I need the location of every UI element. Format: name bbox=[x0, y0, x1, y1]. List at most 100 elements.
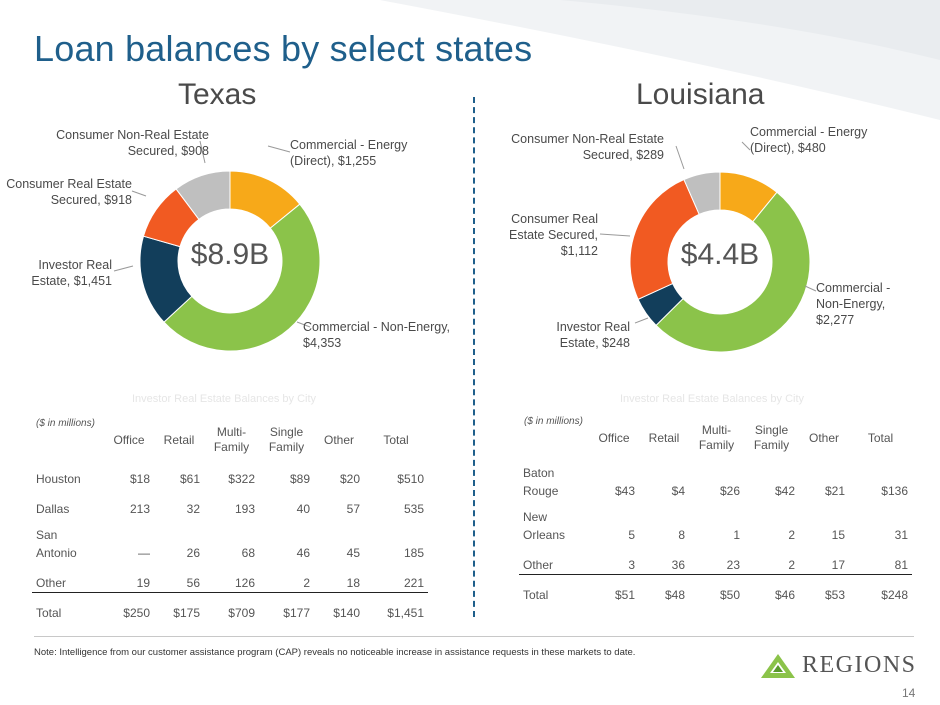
header-city bbox=[519, 420, 589, 456]
column-header: Other bbox=[323, 432, 354, 447]
table-cell: 221 bbox=[364, 562, 428, 593]
table-cell: $21 bbox=[824, 484, 845, 498]
table-cell: 1 bbox=[733, 528, 740, 542]
louisiana-title: Louisiana bbox=[636, 78, 765, 111]
row-label: San Antonio bbox=[36, 528, 77, 560]
donut-slice-cnre bbox=[175, 170, 231, 221]
table-cell: $51 bbox=[614, 588, 635, 602]
row-label: Houston bbox=[36, 472, 81, 486]
texas-title: Texas bbox=[178, 78, 257, 111]
table-cell: 81 bbox=[849, 544, 912, 575]
louisiana-donut-chart bbox=[629, 171, 811, 353]
table-cell: 56 bbox=[154, 562, 204, 593]
table-header-row: Office Retail Multi- Family Single Family Othe… bbox=[32, 422, 428, 458]
table-cell: 31 bbox=[894, 528, 908, 542]
table-cell: 46 bbox=[296, 546, 310, 560]
table-cell: $48 bbox=[664, 588, 685, 602]
table-cell: 17 bbox=[799, 544, 849, 575]
table-cell: $89 bbox=[289, 472, 310, 486]
table-cell: — bbox=[138, 546, 150, 560]
header-city bbox=[32, 422, 104, 458]
louisiana-cre-label: Consumer Real Estate Secured, $1,112 bbox=[509, 212, 598, 258]
table-header-row: Office Retail Multi- Family Single Family Othe… bbox=[519, 420, 912, 456]
texas-cre-label: Consumer Real Estate Secured, $918 bbox=[6, 177, 132, 207]
row-label: Other bbox=[519, 544, 589, 575]
louisiana-units: ($ in millions) bbox=[524, 416, 583, 427]
column-header: Total bbox=[867, 430, 894, 445]
column-header: Multi- Family bbox=[698, 423, 735, 452]
column-header: Total bbox=[383, 432, 409, 447]
table-cell: $61 bbox=[179, 472, 200, 486]
table-cell: 2 bbox=[744, 544, 799, 575]
donut-slice-cre bbox=[629, 178, 700, 300]
column-header: Office bbox=[598, 430, 630, 445]
logo-text: REGIONS bbox=[802, 652, 917, 678]
table-cell: 26 bbox=[186, 546, 200, 560]
donut-slice-nonenergy bbox=[655, 191, 811, 353]
table-row: Other 3 36 23 2 17 81 bbox=[519, 544, 912, 575]
table-row: Total $51 $48 $50 $46 $53 $248 bbox=[519, 574, 912, 604]
louisiana-table-caption: Investor Real Estate Balances by City bbox=[620, 393, 805, 405]
row-label: Other bbox=[32, 562, 104, 593]
table-cell: 535 bbox=[403, 502, 424, 516]
table-cell: 2 bbox=[788, 528, 795, 542]
regions-logo-icon bbox=[761, 653, 795, 678]
table-cell: $42 bbox=[774, 484, 795, 498]
column-header: Single Family bbox=[753, 423, 790, 452]
column-header: Multi- Family bbox=[213, 425, 250, 454]
table-cell: $46 bbox=[774, 588, 795, 602]
page-number: 14 bbox=[902, 686, 916, 700]
footer-divider bbox=[34, 636, 914, 637]
table-cell: $1,451 bbox=[387, 606, 424, 620]
table-cell: $709 bbox=[228, 606, 255, 620]
table-cell: 32 bbox=[186, 502, 200, 516]
column-header: Office bbox=[113, 432, 145, 447]
table-row: Dallas 213 32 193 40 57 535 bbox=[32, 488, 428, 518]
donut-slice-nonenergy bbox=[163, 203, 321, 352]
table-cell: 18 bbox=[314, 562, 364, 593]
table-cell: 3 bbox=[589, 544, 639, 575]
texas-nonenergy-label: Commercial - Non-Energy, $4,353 bbox=[303, 320, 451, 350]
column-header: Single Family bbox=[268, 425, 305, 454]
texas-investor-table: Office Retail Multi- Family Single Family Othe… bbox=[32, 422, 428, 622]
table-cell: 5 bbox=[628, 528, 635, 542]
table-cell: 68 bbox=[241, 546, 255, 560]
table-cell: $248 bbox=[881, 588, 908, 602]
table-cell: 23 bbox=[689, 544, 744, 575]
table-cell: 15 bbox=[831, 528, 845, 542]
regions-logo: REGIONS bbox=[760, 652, 917, 679]
table-row: New Orleans 5 8 1 2 15 31 bbox=[519, 500, 912, 544]
table-cell: 8 bbox=[678, 528, 685, 542]
table-cell: $20 bbox=[339, 472, 360, 486]
table-row: Houston $18 $61 $322 $89 $20 $510 bbox=[32, 458, 428, 488]
louisiana-investor-table: Office Retail Multi- Family Single Family Othe… bbox=[519, 420, 912, 604]
table-cell: $43 bbox=[614, 484, 635, 498]
column-header: Other bbox=[808, 430, 839, 445]
texas-cnre-label: Consumer Non-Real Estate Secured, $908 bbox=[56, 128, 209, 158]
table-cell: $53 bbox=[824, 588, 845, 602]
table-cell: 185 bbox=[403, 546, 424, 560]
table-cell: $50 bbox=[719, 588, 740, 602]
louisiana-energy-label: Commercial - Energy (Direct), $480 bbox=[750, 125, 868, 155]
table-cell: $26 bbox=[719, 484, 740, 498]
slide-title: Loan balances by select states bbox=[34, 28, 533, 69]
table-row: Other 19 56 126 2 18 221 bbox=[32, 562, 428, 593]
texas-units: ($ in millions) bbox=[36, 418, 95, 429]
row-label: Baton Rouge bbox=[523, 466, 559, 498]
table-cell: 126 bbox=[204, 562, 259, 593]
section-divider bbox=[473, 97, 475, 617]
table-cell: $140 bbox=[333, 606, 360, 620]
table-cell: $4 bbox=[671, 484, 685, 498]
row-label: New Orleans bbox=[523, 510, 566, 542]
table-cell: 213 bbox=[129, 502, 150, 516]
table-cell: 40 bbox=[296, 502, 310, 516]
louisiana-cnre-label: Consumer Non-Real Estate Secured, $289 bbox=[511, 132, 664, 162]
table-cell: $510 bbox=[397, 472, 424, 486]
table-cell: $177 bbox=[283, 606, 310, 620]
table-cell: 36 bbox=[639, 544, 689, 575]
row-label: Dallas bbox=[36, 502, 70, 516]
table-row: San Antonio — 26 68 46 45 185 bbox=[32, 518, 428, 562]
footnote: Note: Intelligence from our customer ass… bbox=[34, 647, 636, 658]
texas-table-caption: Investor Real Estate Balances by City bbox=[132, 393, 317, 405]
column-header: Retail bbox=[648, 430, 680, 445]
